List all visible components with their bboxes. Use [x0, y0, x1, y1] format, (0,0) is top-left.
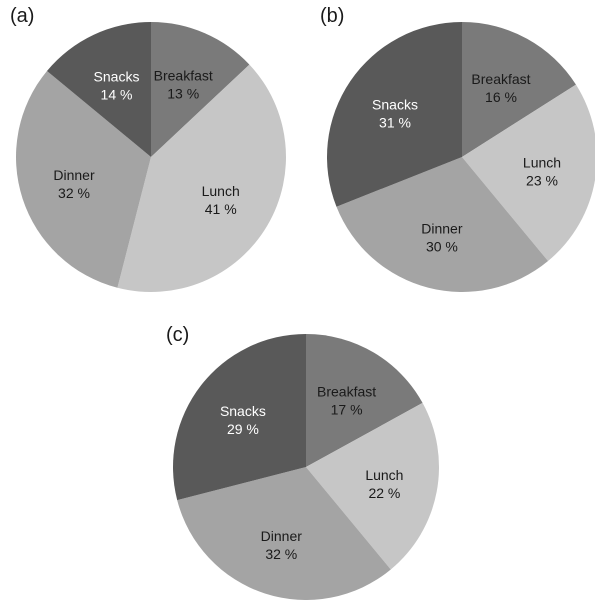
panel-label-c: (c) — [166, 324, 189, 346]
pie-panel-b: (b) Breakfast 16 % Lunch 23 % Dinner 30 % Snac… — [320, 5, 595, 292]
pie-slice-a-breakfast — [151, 22, 250, 157]
pie-slice-c-snacks — [173, 334, 306, 501]
pie-slice-b-breakfast — [462, 22, 576, 157]
pie-slice-c-breakfast — [306, 334, 423, 467]
slice-value-b-lunch: 23 % — [526, 173, 558, 189]
slice-value-b-dinner: 30 % — [426, 239, 458, 255]
slice-label-b-breakfast: Breakfast — [471, 71, 530, 87]
pie-slice-b-lunch — [462, 84, 595, 262]
slice-value-a-snacks: 14 % — [101, 87, 133, 103]
slice-value-a-lunch: 41 % — [205, 201, 237, 217]
slice-label-a-dinner: Dinner — [53, 167, 95, 183]
slice-value-b-breakfast: 16 % — [485, 89, 517, 105]
panel-label-b: (b) — [320, 5, 344, 27]
slice-value-c-snacks: 29 % — [227, 421, 259, 437]
slice-label-c-snacks: Snacks — [220, 403, 266, 419]
pie-slice-c-lunch — [306, 402, 440, 570]
pie-slice-a-snacks — [46, 22, 152, 157]
slice-label-c-breakfast: Breakfast — [317, 383, 376, 399]
panel-label-a: (a) — [10, 5, 34, 27]
slice-label-a-breakfast: Breakfast — [154, 68, 213, 84]
slice-label-b-dinner: Dinner — [421, 221, 463, 237]
pie-panel-a: (a) Breakfast 13 % Lunch 41 % Dinner 32 % Snac… — [10, 5, 286, 292]
slice-value-a-dinner: 32 % — [58, 185, 90, 201]
pie-slice-b-dinner — [336, 157, 549, 292]
slice-label-c-lunch: Lunch — [365, 467, 403, 483]
slice-label-b-lunch: Lunch — [523, 155, 561, 171]
slice-value-c-breakfast: 17 % — [331, 401, 363, 417]
slice-value-c-lunch: 22 % — [368, 485, 400, 501]
slice-label-a-lunch: Lunch — [202, 183, 240, 199]
slice-label-c-dinner: Dinner — [261, 528, 303, 544]
pie-slice-a-dinner — [16, 70, 152, 288]
slice-value-b-snacks: 31 % — [379, 115, 411, 131]
pie-slice-a-lunch — [117, 64, 286, 292]
slice-value-c-dinner: 32 % — [265, 546, 297, 562]
slice-value-a-breakfast: 13 % — [167, 86, 199, 102]
pie-slice-c-dinner — [177, 467, 391, 600]
slice-label-b-snacks: Snacks — [372, 97, 418, 113]
pie-panel-c: (c) Breakfast 17 % Lunch 22 % Dinner 32 % Snac… — [166, 324, 440, 600]
slice-label-a-snacks: Snacks — [94, 69, 140, 85]
pie-slice-b-snacks — [326, 22, 462, 207]
